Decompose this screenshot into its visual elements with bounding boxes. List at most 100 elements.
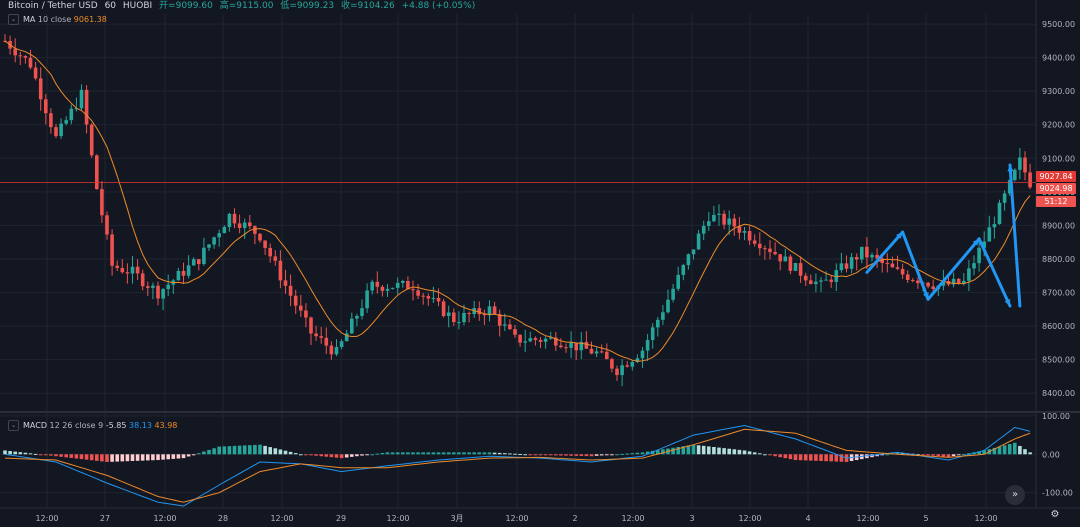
ma-value: 9061.38 bbox=[73, 15, 107, 24]
candle-body bbox=[880, 258, 884, 264]
symbol-name[interactable]: Bitcoin / Tether USD bbox=[8, 1, 98, 11]
candle-body bbox=[319, 336, 323, 338]
macd-histogram-bar bbox=[778, 454, 782, 458]
macd-histogram-bar bbox=[89, 454, 94, 461]
macd-histogram-bar bbox=[752, 452, 757, 455]
macd-histogram-bar bbox=[686, 445, 691, 455]
candle-body bbox=[763, 248, 767, 250]
candle-body bbox=[594, 351, 599, 354]
candle-body bbox=[49, 113, 53, 128]
candle-body bbox=[406, 280, 410, 290]
x-tick-label: 4 bbox=[805, 514, 810, 523]
ma-legend: ⌄ MA 10 close 9061.38 bbox=[8, 14, 107, 26]
interval-label[interactable]: 60 bbox=[104, 1, 117, 11]
macd-histogram-bar bbox=[722, 448, 726, 455]
macd-histogram-bar bbox=[1007, 444, 1012, 455]
candle-body bbox=[528, 338, 533, 342]
candle-body bbox=[650, 327, 655, 341]
x-tick-label: 12:00 bbox=[505, 514, 528, 523]
macd-histogram-bar bbox=[344, 454, 349, 458]
candle-body bbox=[686, 254, 691, 266]
macd-histogram-bar bbox=[8, 451, 12, 455]
macd-histogram-bar bbox=[457, 452, 461, 455]
candle-body bbox=[100, 189, 104, 216]
candle-body bbox=[671, 288, 675, 300]
candle-body bbox=[849, 257, 854, 269]
candle-body bbox=[181, 270, 186, 276]
settings-icon[interactable]: ⚙ bbox=[1050, 509, 1060, 520]
macd-histogram-bar bbox=[360, 454, 364, 456]
candle-body bbox=[441, 301, 446, 317]
candle-body bbox=[350, 318, 354, 334]
candle-body bbox=[722, 213, 726, 225]
candle-body bbox=[691, 249, 696, 255]
macd-histogram-bar bbox=[732, 449, 737, 455]
macd-y-tick-label: -100.00 bbox=[1042, 489, 1073, 498]
candle-body bbox=[1007, 180, 1012, 194]
macd-histogram-bar bbox=[768, 454, 772, 456]
x-tick-label: 29 bbox=[336, 514, 346, 523]
candle-body bbox=[258, 233, 262, 241]
macd-histogram-bar bbox=[661, 449, 665, 455]
macd-histogram-bar bbox=[1002, 445, 1007, 455]
macd-histogram-bar bbox=[727, 448, 731, 455]
candle-body bbox=[905, 274, 910, 281]
ma-name[interactable]: MA bbox=[23, 15, 36, 24]
candle-body bbox=[589, 348, 594, 354]
candle-body bbox=[202, 247, 206, 265]
candle-body bbox=[212, 237, 216, 245]
candle-body bbox=[497, 314, 502, 326]
macd-histogram-bar bbox=[931, 454, 935, 456]
macd-histogram-bar bbox=[880, 454, 884, 456]
macd-histogram-bar bbox=[355, 454, 359, 457]
y-tick-label: 8700.00 bbox=[1042, 289, 1075, 298]
macd-histogram-bar bbox=[518, 453, 522, 455]
candle-body bbox=[533, 338, 538, 340]
candle-body bbox=[865, 246, 869, 258]
macd-histogram-bar bbox=[222, 446, 227, 455]
countdown-tag: 51:12 bbox=[1036, 196, 1076, 207]
macd-histogram-bar bbox=[895, 452, 900, 455]
candle-body bbox=[732, 218, 737, 227]
macd-histogram-bar bbox=[630, 453, 635, 455]
macd-histogram-bar bbox=[467, 452, 471, 455]
collapse-icon[interactable]: ⌄ bbox=[8, 14, 19, 25]
macd-histogram-bar bbox=[610, 454, 614, 456]
candle-body bbox=[33, 67, 38, 79]
collapse-icon[interactable]: ⌄ bbox=[8, 420, 19, 431]
x-tick-label: 3 bbox=[689, 514, 694, 523]
exchange-label: HUOBI bbox=[122, 1, 153, 11]
macd-histogram-bar bbox=[1028, 452, 1032, 455]
macd-histogram-bar bbox=[487, 452, 492, 455]
candle-body bbox=[834, 270, 839, 282]
macd-histogram-bar bbox=[712, 446, 716, 455]
macd-histogram-bar bbox=[334, 454, 339, 458]
macd-histogram-bar bbox=[370, 454, 374, 456]
macd-histogram-bar bbox=[151, 454, 155, 461]
arrow-head bbox=[896, 232, 903, 239]
macd-histogram-bar bbox=[166, 454, 170, 460]
macd-histogram-bar bbox=[594, 454, 599, 456]
candle-body bbox=[513, 329, 517, 335]
trend-arrow bbox=[901, 230, 930, 301]
macd-histogram-bar bbox=[977, 451, 981, 455]
macd-line-value: 38.13 bbox=[129, 421, 152, 430]
macd-name[interactable]: MACD bbox=[23, 421, 47, 430]
candle-body bbox=[635, 358, 640, 362]
low-value: 低=9099.23 bbox=[280, 1, 335, 11]
macd-histogram-bar bbox=[885, 454, 890, 456]
candle-body bbox=[477, 308, 482, 315]
macd-histogram-bar bbox=[605, 454, 609, 456]
macd-histogram-bar bbox=[528, 454, 533, 456]
macd-histogram-bar bbox=[49, 454, 53, 456]
macd-histogram-bar bbox=[181, 454, 186, 459]
macd-histogram-bar bbox=[202, 451, 206, 455]
macd-histogram-bar bbox=[253, 444, 257, 455]
candle-body bbox=[207, 244, 211, 248]
macd-histogram-bar bbox=[992, 447, 997, 455]
scroll-right-button[interactable]: » bbox=[1005, 485, 1025, 505]
candle-body bbox=[543, 338, 548, 342]
macd-histogram-bar bbox=[656, 450, 660, 455]
candle-body bbox=[523, 341, 527, 343]
